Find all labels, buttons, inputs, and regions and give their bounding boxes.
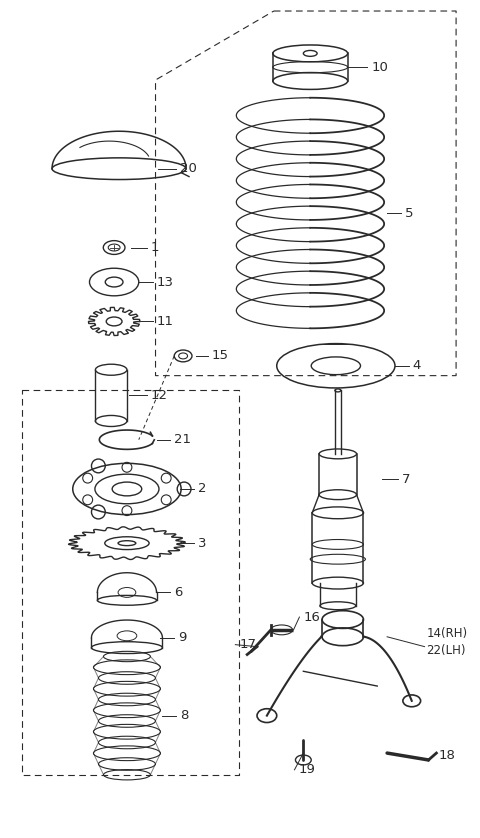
Text: 7: 7 xyxy=(402,473,410,485)
Text: 21: 21 xyxy=(174,433,191,446)
Text: 10: 10 xyxy=(372,60,388,74)
Text: 15: 15 xyxy=(212,349,228,362)
Text: 4: 4 xyxy=(413,360,421,372)
Text: 13: 13 xyxy=(156,276,173,288)
Text: 17: 17 xyxy=(240,639,256,651)
Text: 16: 16 xyxy=(303,611,320,623)
Text: 12: 12 xyxy=(151,389,168,402)
Text: 1: 1 xyxy=(151,241,159,254)
Text: 9: 9 xyxy=(178,631,187,644)
Text: 6: 6 xyxy=(174,586,182,599)
Text: 14(RH)
22(LH): 14(RH) 22(LH) xyxy=(427,627,468,657)
Text: 2: 2 xyxy=(198,483,206,495)
Text: 18: 18 xyxy=(438,748,455,762)
Text: 3: 3 xyxy=(198,536,206,550)
Text: 19: 19 xyxy=(299,763,315,776)
Text: 8: 8 xyxy=(180,709,189,722)
Text: 5: 5 xyxy=(405,206,413,220)
Text: 11: 11 xyxy=(156,315,173,328)
Text: 20: 20 xyxy=(180,163,197,175)
